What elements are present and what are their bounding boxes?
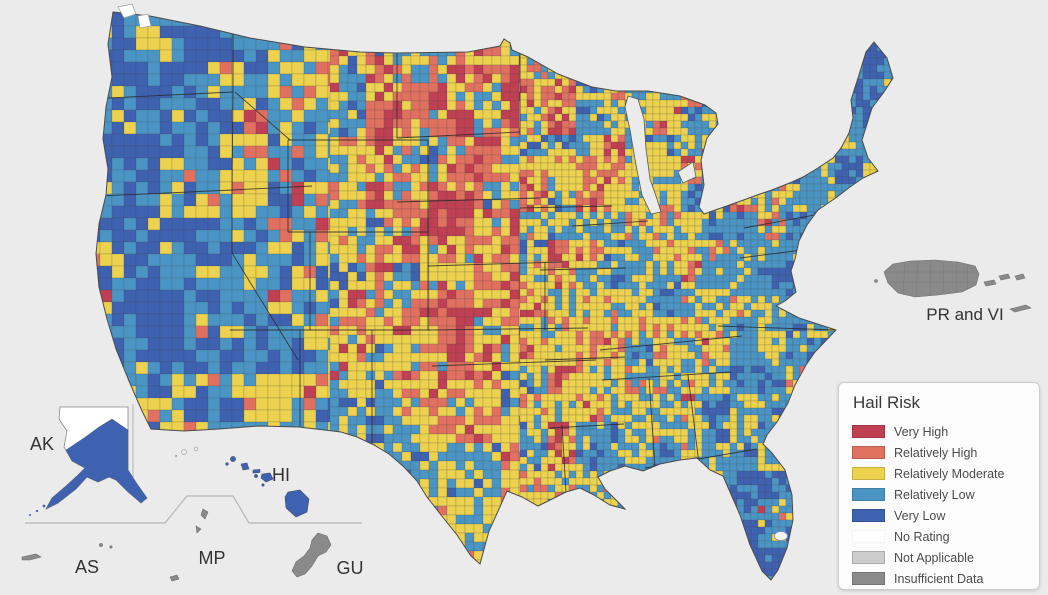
mp-tinian [195, 525, 202, 534]
legend-item-label: Very High [894, 424, 949, 439]
county-choropleth-mosaic[interactable] [76, 2, 905, 595]
guam-shape [291, 532, 332, 578]
hawaii-label: HI [272, 465, 290, 485]
guam-label: GU [337, 558, 364, 578]
american-samoa-shape [21, 553, 42, 561]
legend-rows: Very High Relatively High Relatively Moder… [852, 421, 1031, 589]
very_low-swatch [852, 509, 885, 522]
alaska-label: AK [30, 434, 54, 454]
legend-item-label: Relatively Moderate [894, 466, 1005, 481]
saginaw-bay [677, 161, 697, 184]
legend-item: Very Low [852, 505, 1031, 526]
hawaii-molokai [252, 469, 261, 474]
alaska-inset[interactable] [29, 406, 148, 516]
lake-michigan [624, 95, 662, 215]
mp-rota [169, 574, 180, 582]
pr-municipality-lines [886, 259, 978, 297]
hawaii-oahu [240, 462, 250, 471]
alaska-shape-very-low[interactable] [45, 418, 148, 510]
us-outline [95, 11, 894, 581]
legend-item: Relatively Low [852, 484, 1031, 505]
vi-st-croix [1009, 304, 1032, 313]
vi-st-thomas [998, 273, 1011, 281]
pr-mona [874, 279, 878, 283]
relatively_high-swatch [852, 446, 885, 459]
very_high-swatch [852, 425, 885, 438]
american-samoa-label: AS [75, 557, 99, 577]
legend-item-label: Not Applicable [894, 550, 974, 565]
pr-vieques [983, 279, 997, 287]
legend-item: Insufficient Data [852, 568, 1031, 589]
northern-marianas-label: MP [199, 548, 226, 568]
legend-title: Hail Risk [853, 393, 921, 412]
legend-item: Relatively Moderate [852, 463, 1031, 484]
legend-item: Relatively High [852, 442, 1031, 463]
vi-st-john [1014, 273, 1026, 281]
hawaii-maui [260, 472, 274, 483]
legend-item: Not Applicable [852, 547, 1031, 568]
no-rating-patches [117, 3, 152, 29]
relatively_low-swatch [852, 488, 885, 501]
hawaii-kahoolawe [261, 483, 265, 487]
pr-vi-label: PR and VI [926, 305, 1004, 324]
puerto-rico-shape [883, 259, 980, 298]
legend-item-label: Relatively High [894, 445, 978, 460]
legend-item-label: No Rating [894, 529, 950, 544]
hawaii-lanai [254, 474, 258, 478]
legend-item-label: Insufficient Data [894, 571, 984, 586]
hawaii-inset[interactable] [225, 456, 310, 518]
mp-saipan [200, 508, 209, 520]
hawaii-niihau [225, 462, 229, 466]
hawaii-big-island [284, 489, 310, 518]
hawaii-kauai [230, 456, 236, 462]
not_applicable-swatch [852, 551, 885, 564]
legend-panel: Hail Risk Very High Relatively High Relati… [838, 382, 1040, 590]
no_rating-swatch [852, 530, 885, 543]
relatively_moderate-swatch [852, 467, 885, 480]
legend-item-label: Relatively Low [894, 487, 975, 502]
inset-separator-line [25, 495, 362, 524]
legend-item: No Rating [852, 526, 1031, 547]
insufficient_data-swatch [852, 572, 885, 585]
lake-okeechobee [774, 531, 788, 541]
nw-hawaiian-islets [174, 446, 199, 458]
state-boundaries [99, 15, 837, 493]
legend-item: Very High [852, 421, 1031, 442]
territory-insets[interactable] [21, 259, 1032, 582]
legend-item-label: Very Low [894, 508, 946, 523]
